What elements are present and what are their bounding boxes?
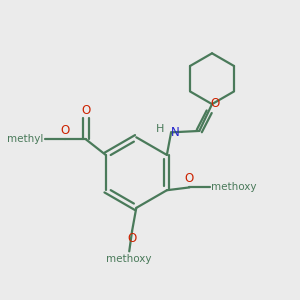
Text: methoxy: methoxy <box>106 254 152 264</box>
Text: O: O <box>211 97 220 110</box>
Text: H: H <box>156 124 164 134</box>
Text: O: O <box>185 172 194 185</box>
Text: N: N <box>171 126 180 139</box>
Text: O: O <box>81 104 91 117</box>
Text: O: O <box>60 124 69 137</box>
Text: methoxy: methoxy <box>211 182 257 192</box>
Text: methyl: methyl <box>7 134 44 144</box>
Text: O: O <box>128 232 137 245</box>
